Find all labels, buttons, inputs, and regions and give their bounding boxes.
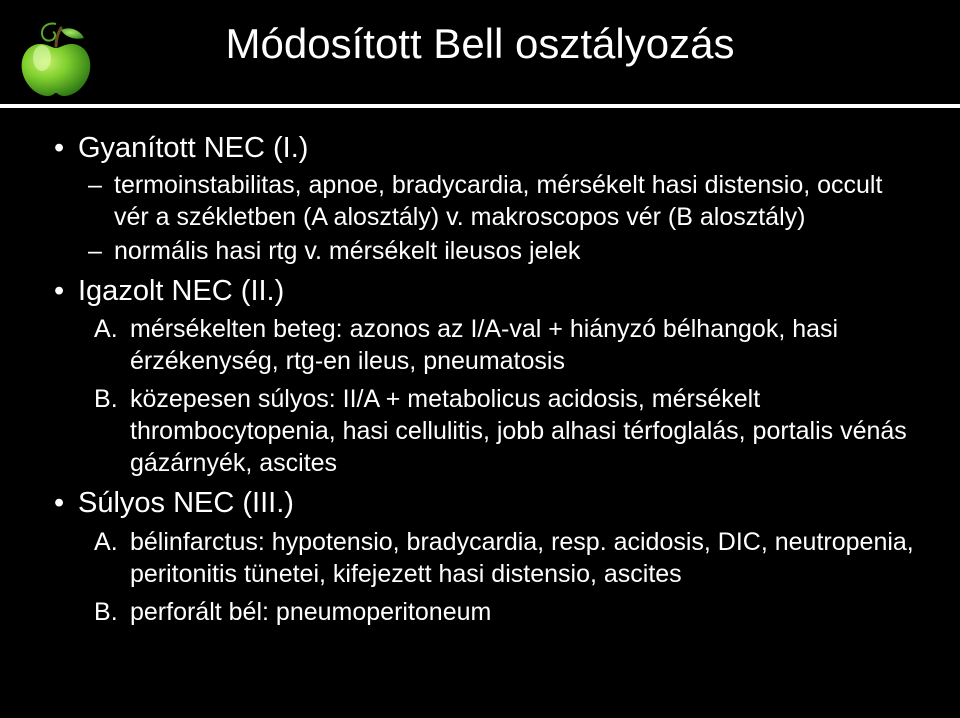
section-2: Igazolt NEC (II.) mérsékelten beteg: azo… (48, 273, 918, 479)
bullet-list: Gyanított NEC (I.) termoinstabilitas, ap… (48, 130, 918, 628)
list-item: termoinstabilitas, apnoe, bradycardia, m… (78, 170, 918, 233)
section-heading: Gyanított NEC (I.) (78, 132, 308, 164)
divider-bar (0, 104, 960, 108)
list-item: perforált bél: pneumoperitoneum (78, 596, 918, 628)
section-heading: Igazolt NEC (II.) (78, 275, 284, 307)
slide: Módosított Bell osztályozás Gyanított NE… (0, 0, 960, 718)
list-item: közepesen súlyos: II/A + metabolicus aci… (78, 383, 918, 479)
list-item: mérsékelten beteg: azonos az I/A-val + h… (78, 313, 918, 377)
section-3: Súlyos NEC (III.) bélinfarctus: hypotens… (48, 485, 918, 627)
list-item: bélinfarctus: hypotensio, bradycardia, r… (78, 526, 918, 590)
letter-list: mérsékelten beteg: azonos az I/A-val + h… (78, 313, 918, 479)
list-item: normális hasi rtg v. mérsékelt ileusos j… (78, 236, 918, 267)
section-1: Gyanított NEC (I.) termoinstabilitas, ap… (48, 130, 918, 267)
slide-content: Gyanított NEC (I.) termoinstabilitas, ap… (48, 130, 918, 634)
section-heading: Súlyos NEC (III.) (78, 487, 294, 519)
slide-title: Módosított Bell osztályozás (0, 20, 960, 68)
letter-list: bélinfarctus: hypotensio, bradycardia, r… (78, 526, 918, 628)
dash-list: termoinstabilitas, apnoe, bradycardia, m… (78, 170, 918, 267)
